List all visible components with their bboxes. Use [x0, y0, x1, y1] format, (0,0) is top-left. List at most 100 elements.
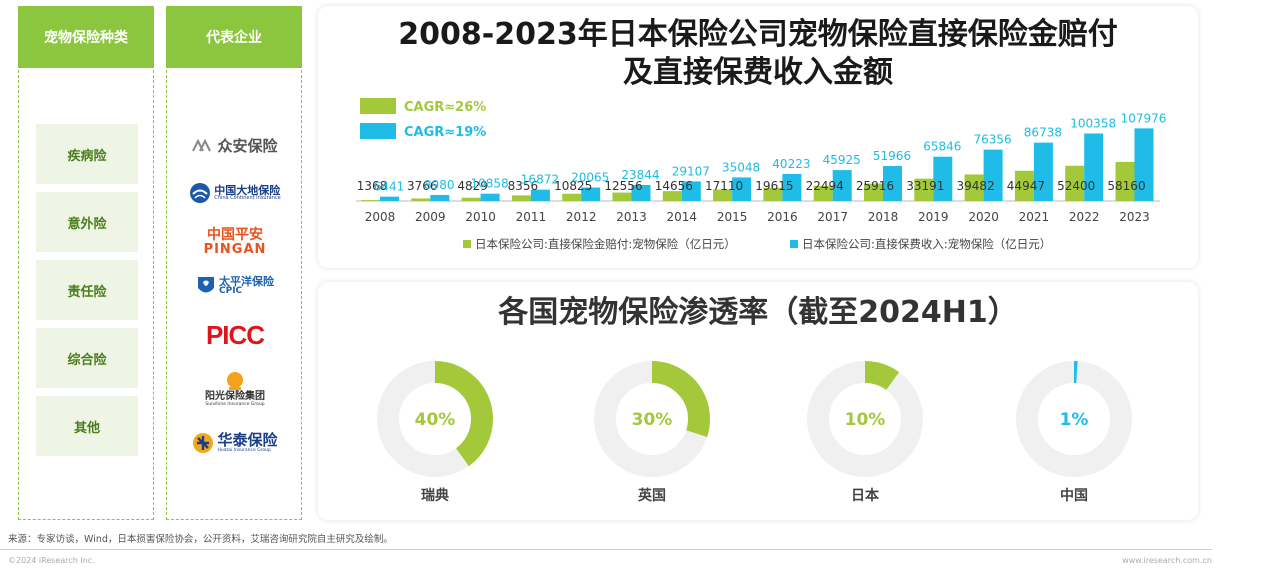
donut-value-英国: 30%: [632, 410, 673, 430]
label-payout-2014: 14656: [655, 179, 693, 193]
donut-charts: 40% 瑞典 30% 英国 10% 日本 1% 中国: [377, 361, 1132, 504]
bar-payout-2016: [763, 187, 783, 201]
legend-premium-label: 日本保险公司:直接保费收入:宠物保险（亿日元）: [802, 237, 1051, 251]
label-premium-2021: 86738: [1024, 126, 1062, 140]
label-premium-2017: 45925: [823, 153, 861, 167]
bar-payout-2008: [361, 200, 380, 201]
label-premium-2019: 65846: [923, 140, 961, 154]
label-premium-2020: 76356: [974, 133, 1012, 147]
bar-payout-2014: [662, 191, 682, 201]
ccic-globe-icon: [190, 183, 211, 203]
bar-payout-2010: [461, 197, 481, 201]
pingan-sub: PINGAN: [203, 241, 267, 257]
ccic-sub: China Continent Insurance: [214, 195, 281, 201]
bar-payout-2021: [1014, 170, 1034, 201]
bar-payout-2022: [1065, 165, 1085, 201]
tick-2013: 2013: [616, 210, 647, 224]
donut-label-瑞典: 瑞典: [421, 487, 449, 504]
tick-2008: 2008: [365, 210, 396, 224]
cpic-name: 太平洋保险: [219, 274, 274, 288]
label-premium-2010: 10858: [471, 177, 509, 191]
source-note: 来源：专家访谈，Wind，日本损害保险协会，公开资料，艾瑞咨询研究院自主研究及绘…: [8, 534, 393, 545]
bar-premium-2009: [430, 194, 450, 201]
label-payout-2009: 3766: [407, 179, 438, 193]
sunshine-sub: Sunshine Insurance Group: [205, 402, 265, 407]
type-item-comprehensive: 综合险: [36, 328, 138, 388]
label-payout-2012: 10825: [554, 179, 592, 193]
pingan-name: 中国平安: [207, 226, 263, 243]
label-premium-2018: 51966: [873, 149, 911, 163]
cagr-green-label: CAGR≈26%: [404, 100, 486, 115]
sunshine-logo: 阳光保险集团 Sunshine Insurance Group: [167, 366, 303, 412]
label-payout-2010: 4829: [457, 179, 488, 193]
sunshine-name: 阳光保险集团: [205, 391, 265, 402]
chart-title-line1: 2008-2023年日本保险公司宠物保险直接保险金赔付: [398, 17, 1118, 52]
tick-2017: 2017: [817, 210, 848, 224]
bar-payout-2019: [914, 178, 934, 201]
label-premium-2009: 8980: [424, 178, 455, 192]
cagr-green-swatch: [360, 98, 396, 114]
label-payout-2017: 22494: [806, 179, 844, 193]
companies-list: 众安保险 中国大地保险 China Continent Insurance 中国…: [166, 70, 302, 520]
label-premium-2012: 20065: [571, 171, 609, 185]
donut-value-日本: 10%: [845, 410, 886, 430]
tick-2020: 2020: [968, 210, 999, 224]
cagr-blue-swatch: [360, 123, 396, 139]
huatai-mark-icon: [193, 433, 214, 453]
footer-divider: [0, 549, 1212, 550]
label-payout-2019: 33191: [906, 179, 944, 193]
label-premium-2016: 40223: [772, 157, 810, 171]
tick-2016: 2016: [767, 210, 798, 224]
label-payout-2008: 1368: [357, 179, 388, 193]
tick-2010: 2010: [465, 210, 496, 224]
label-premium-2014: 29107: [672, 164, 710, 178]
tick-2023: 2023: [1119, 210, 1150, 224]
label-payout-2011: 8356: [508, 179, 539, 193]
label-premium-2022: 100358: [1070, 116, 1116, 130]
label-payout-2018: 25916: [856, 179, 894, 193]
bar-premium-2017: [832, 170, 852, 201]
ccic-logo: 中国大地保险 China Continent Insurance: [167, 178, 303, 208]
label-premium-2015: 35048: [722, 160, 760, 174]
huatai-name: 华泰保险: [217, 430, 278, 449]
type-item-disease: 疾病险: [36, 124, 138, 184]
tick-2019: 2019: [918, 210, 949, 224]
donut-arc-中国: [1016, 361, 1132, 477]
legend-payout-label: 日本保险公司:直接保险金赔付:宠物保险（亿日元）: [475, 237, 736, 251]
label-payout-2023: 58160: [1107, 179, 1145, 193]
zhongan-mark-icon: [192, 138, 212, 152]
donut-label-中国: 中国: [1060, 487, 1088, 504]
bar-payout-2023: [1115, 161, 1135, 201]
tick-2018: 2018: [868, 210, 899, 224]
bar-payout-2009: [411, 198, 431, 201]
bar-payout-2015: [713, 189, 733, 201]
tick-2014: 2014: [667, 210, 698, 224]
site-url: www.iresearch.com.cn: [1122, 556, 1212, 565]
cpic-logo: 太平洋保险 CPIC: [167, 270, 303, 302]
picc-name: PICC: [205, 319, 265, 350]
donut-label-英国: 英国: [637, 487, 666, 504]
donut-value-瑞典: 40%: [415, 410, 456, 430]
insurance-types-header: 宠物保险种类: [18, 6, 154, 68]
bar-payout-2020: [964, 174, 984, 201]
huatai-sub: Huatai Insurance Group: [217, 447, 271, 453]
label-payout-2016: 19615: [755, 179, 793, 193]
donut-value-中国: 1%: [1060, 410, 1089, 430]
bar-premium-2014: [681, 181, 701, 201]
tick-2015: 2015: [717, 210, 748, 224]
type-item-accident: 意外险: [36, 192, 138, 252]
bar-premium-2022: [1084, 133, 1104, 201]
donut-section-title: 各国宠物保险渗透率（截至2024H1）: [498, 295, 1018, 330]
bar-premium-2008: [380, 196, 399, 201]
tick-2011: 2011: [516, 210, 547, 224]
bar-premium-2023: [1134, 128, 1154, 201]
tick-2022: 2022: [1069, 210, 1100, 224]
donut-label-日本: 日本: [851, 487, 880, 504]
label-payout-2021: 44947: [1007, 179, 1045, 193]
ccic-name: 中国大地保险: [214, 184, 281, 197]
legend-payout-swatch: [463, 240, 471, 248]
type-item-other: 其他: [36, 396, 138, 456]
bar-premium-2012: [581, 187, 601, 201]
bar-payout-2012: [562, 193, 582, 201]
